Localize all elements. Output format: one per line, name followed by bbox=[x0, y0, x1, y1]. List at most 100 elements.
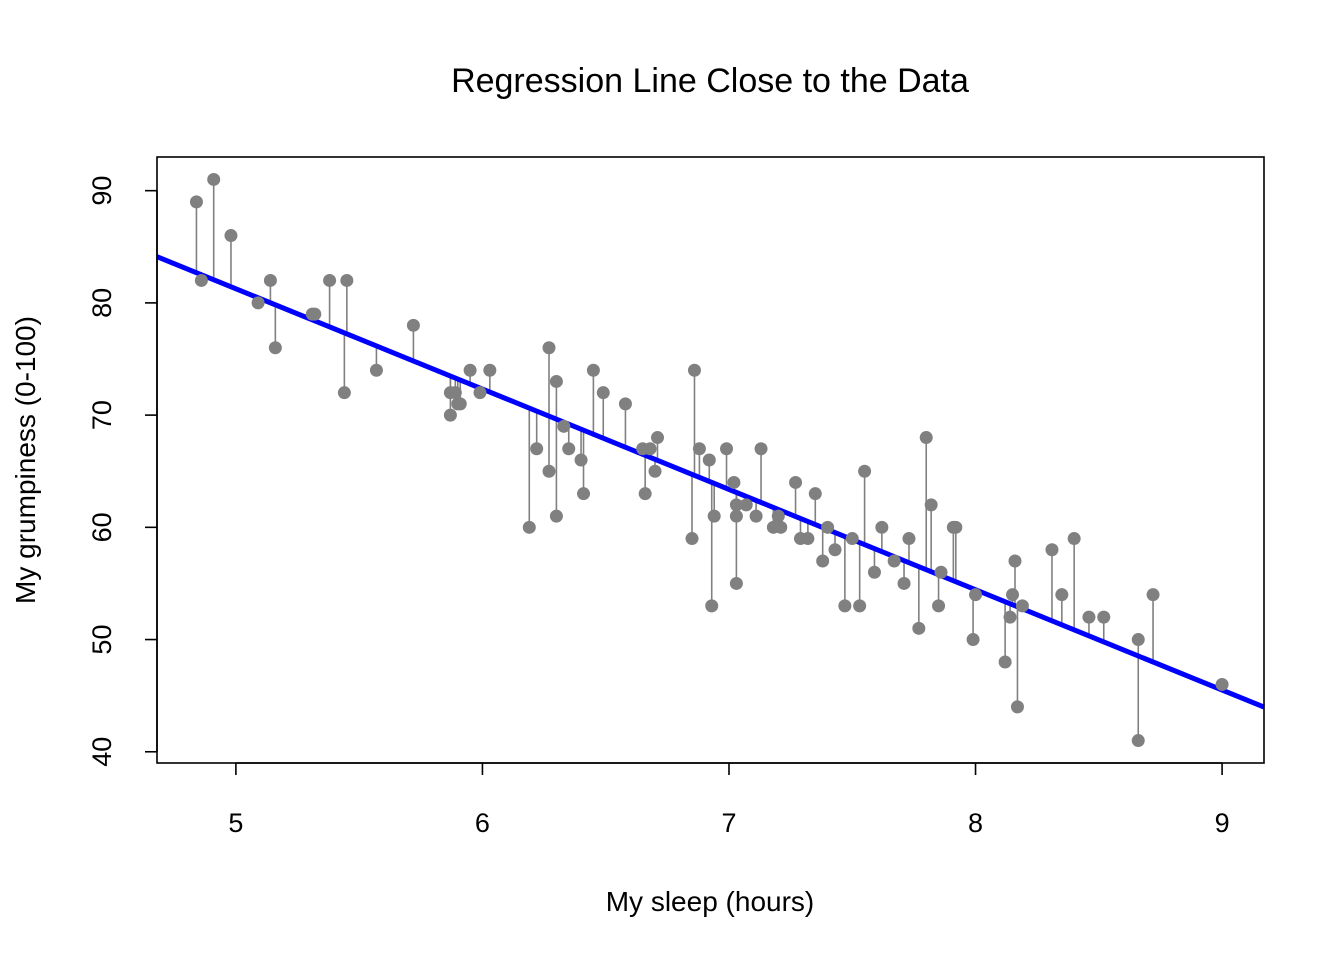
data-point-0 bbox=[189, 195, 203, 209]
x-axis: 5 6 7 8 9 bbox=[228, 762, 1230, 838]
data-point-21 bbox=[483, 363, 497, 377]
data-point-56 bbox=[774, 520, 788, 534]
data-point-71 bbox=[897, 576, 911, 590]
data-point-95 bbox=[1146, 588, 1160, 602]
data-point-27 bbox=[549, 509, 563, 523]
data-point-96 bbox=[1215, 677, 1229, 691]
data-point-94 bbox=[1131, 633, 1145, 647]
y-axis: 40 50 60 70 80 90 bbox=[87, 176, 158, 767]
data-point-42 bbox=[692, 442, 706, 456]
data-point-51 bbox=[739, 498, 753, 512]
y-tick-label-50: 50 bbox=[87, 625, 117, 655]
data-point-84 bbox=[1006, 588, 1020, 602]
data-point-38 bbox=[648, 464, 662, 478]
data-point-70 bbox=[887, 554, 901, 568]
data-point-91 bbox=[1082, 610, 1096, 624]
data-point-15 bbox=[443, 408, 457, 422]
data-point-9 bbox=[323, 273, 337, 287]
data-point-31 bbox=[577, 487, 591, 501]
data-point-41 bbox=[687, 363, 701, 377]
data-point-66 bbox=[853, 599, 867, 613]
data-point-85 bbox=[1008, 554, 1022, 568]
x-tick-label-6: 6 bbox=[475, 808, 490, 838]
data-point-57 bbox=[789, 475, 803, 489]
data-point-32 bbox=[586, 363, 600, 377]
data-point-45 bbox=[707, 509, 721, 523]
data-point-67 bbox=[858, 464, 872, 478]
x-tick-label-5: 5 bbox=[228, 808, 243, 838]
data-point-43 bbox=[702, 453, 716, 467]
data-point-39 bbox=[650, 431, 664, 445]
data-point-86 bbox=[1010, 700, 1024, 714]
y-tick-label-40: 40 bbox=[87, 737, 117, 767]
data-point-10 bbox=[337, 386, 351, 400]
data-point-25 bbox=[542, 341, 556, 355]
data-point-50 bbox=[729, 498, 743, 512]
x-axis-title: My sleep (hours) bbox=[606, 886, 815, 917]
data-point-79 bbox=[949, 520, 963, 534]
data-point-34 bbox=[618, 397, 632, 411]
data-point-20 bbox=[473, 386, 487, 400]
data-point-80 bbox=[966, 633, 980, 647]
data-point-77 bbox=[934, 565, 948, 579]
data-point-53 bbox=[754, 442, 768, 456]
data-point-28 bbox=[557, 419, 571, 433]
data-point-87 bbox=[1015, 599, 1029, 613]
y-tick-label-90: 90 bbox=[87, 176, 117, 206]
data-point-36 bbox=[638, 487, 652, 501]
data-point-63 bbox=[828, 543, 842, 557]
data-point-40 bbox=[685, 532, 699, 546]
data-point-49 bbox=[729, 509, 743, 523]
data-point-29 bbox=[562, 442, 576, 456]
data-point-55 bbox=[771, 509, 785, 523]
data-point-48 bbox=[729, 576, 743, 590]
y-tick-label-60: 60 bbox=[87, 512, 117, 542]
data-point-69 bbox=[875, 520, 889, 534]
data-point-89 bbox=[1055, 588, 1069, 602]
data-points bbox=[189, 172, 1229, 748]
data-point-93 bbox=[1131, 734, 1145, 748]
data-point-60 bbox=[808, 487, 822, 501]
data-point-8 bbox=[308, 307, 322, 321]
y-tick-label-70: 70 bbox=[87, 400, 117, 430]
data-point-76 bbox=[932, 599, 946, 613]
data-point-65 bbox=[845, 532, 859, 546]
data-point-75 bbox=[924, 498, 938, 512]
x-tick-label-9: 9 bbox=[1215, 808, 1230, 838]
data-point-2 bbox=[207, 172, 221, 186]
data-point-81 bbox=[969, 588, 983, 602]
data-point-52 bbox=[749, 509, 763, 523]
data-point-83 bbox=[1003, 610, 1017, 624]
data-point-3 bbox=[224, 229, 238, 243]
x-tick-label-7: 7 bbox=[721, 808, 736, 838]
data-point-19 bbox=[463, 363, 477, 377]
chart-title: Regression Line Close to the Data bbox=[451, 62, 969, 100]
data-point-24 bbox=[542, 464, 556, 478]
data-point-74 bbox=[919, 431, 933, 445]
data-point-44 bbox=[705, 599, 719, 613]
data-point-23 bbox=[530, 442, 544, 456]
data-point-88 bbox=[1045, 543, 1059, 557]
data-point-46 bbox=[720, 442, 734, 456]
data-point-13 bbox=[406, 318, 420, 332]
data-point-30 bbox=[574, 453, 588, 467]
data-point-62 bbox=[821, 520, 835, 534]
data-point-59 bbox=[801, 532, 815, 546]
data-point-6 bbox=[268, 341, 282, 355]
x-tick-label-8: 8 bbox=[968, 808, 983, 838]
data-point-82 bbox=[998, 655, 1012, 669]
data-point-92 bbox=[1097, 610, 1111, 624]
data-point-33 bbox=[596, 386, 610, 400]
data-point-90 bbox=[1067, 532, 1081, 546]
y-tick-label-80: 80 bbox=[87, 288, 117, 318]
data-point-16 bbox=[448, 386, 462, 400]
data-point-68 bbox=[867, 565, 881, 579]
data-point-4 bbox=[251, 296, 265, 310]
data-point-26 bbox=[549, 374, 563, 388]
data-point-73 bbox=[912, 621, 926, 635]
data-point-22 bbox=[522, 520, 536, 534]
data-point-11 bbox=[340, 273, 354, 287]
y-axis-title: My grumpiness (0-100) bbox=[10, 316, 41, 604]
data-point-5 bbox=[263, 273, 277, 287]
